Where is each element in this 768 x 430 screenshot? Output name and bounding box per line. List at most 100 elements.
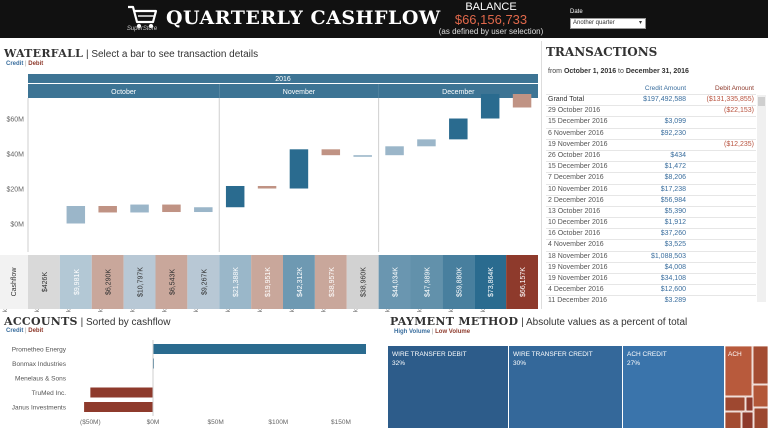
treemap-tile[interactable] — [623, 346, 724, 428]
table-row[interactable]: 7 December 2016 $8,206 — [546, 172, 756, 183]
treemap-small-tile[interactable] — [724, 345, 753, 397]
x-tick-label: $100M — [268, 419, 288, 426]
account-bar[interactable] — [90, 387, 153, 398]
cashflow-cell[interactable] — [28, 255, 60, 309]
scrollbar-thumb[interactable] — [758, 97, 765, 106]
table-row[interactable]: 15 December 2016 $1,472 — [546, 161, 756, 172]
waterfall-bar[interactable] — [130, 204, 149, 213]
table-row[interactable]: 26 October 2016 $434 — [546, 149, 756, 161]
treemap-small-tile[interactable] — [745, 396, 754, 412]
waterfall-bar[interactable] — [162, 204, 181, 213]
row-credit: $4,008 — [664, 263, 686, 271]
waterfall-bar[interactable] — [321, 149, 341, 156]
cashflow-cell[interactable] — [410, 255, 443, 309]
waterfall-chart[interactable]: 2016 October November December $60M $40M $20M $… — [0, 72, 540, 312]
cashflow-cell[interactable] — [187, 255, 220, 309]
table-row[interactable]: 2 December 2016 $56,984 — [546, 194, 756, 206]
table-row[interactable]: 10 November 2016 $17,238 — [546, 183, 756, 195]
table-row[interactable]: 15 December 2016 $3,099 — [546, 116, 756, 127]
cashflow-cell[interactable] — [59, 255, 92, 309]
waterfall-bar[interactable] — [98, 205, 117, 213]
table-row[interactable]: 13 October 2016 $5,390 — [546, 205, 756, 217]
col-debit-amount[interactable]: Debit Amount — [714, 85, 754, 92]
treemap-tile[interactable] — [388, 346, 508, 428]
waterfall-bar[interactable] — [417, 139, 436, 147]
table-row[interactable]: 19 November 2016 $4,008 — [546, 261, 756, 273]
legend-debit[interactable]: Debit — [28, 328, 44, 334]
waterfall-bar[interactable] — [449, 118, 468, 140]
cashflow-cell[interactable] — [346, 255, 379, 309]
cashflow-cell[interactable] — [155, 255, 188, 309]
table-row[interactable]: 19 November 2016 ($12,235) — [546, 138, 756, 150]
account-name[interactable]: Janus Investments — [12, 405, 67, 412]
legend-low-volume[interactable]: Low Volume — [435, 329, 471, 335]
waterfall-bar[interactable] — [289, 149, 309, 189]
treemap-small-tile[interactable] — [752, 384, 768, 408]
payment-subtitle: | Absolute values as a percent of total — [521, 317, 688, 328]
payment-treemap[interactable]: WIRE TRANSFER DEBIT 32% WIRE TRANSFER CRED… — [388, 344, 768, 428]
range-from-date: October 1, 2016 — [563, 68, 617, 75]
tile-percent: 27% — [627, 360, 640, 367]
treemap-small-tile[interactable] — [724, 411, 742, 428]
waterfall-bar[interactable] — [512, 93, 532, 108]
table-row[interactable]: 19 November 2016 $34,108 — [546, 273, 756, 284]
transactions-table-body[interactable]: Grand Total $197,492,588 ($131,335,855) 29 … — [546, 94, 756, 302]
table-row[interactable]: 4 December 2016 $12,600 — [546, 284, 756, 295]
cashflow-cell[interactable] — [506, 255, 538, 309]
treemap-small-tile[interactable] — [753, 407, 768, 428]
account-name[interactable]: Bonmax Industries — [12, 361, 67, 368]
legend-high-volume[interactable]: High Volume — [394, 329, 431, 335]
account-name[interactable]: TruMed Inc. — [32, 390, 67, 397]
table-row[interactable]: 16 October 2016 $37,260 — [546, 228, 756, 239]
date-filter-select[interactable]: Another quarter ▾ — [570, 18, 646, 29]
table-row[interactable]: 11 December 2016 $3,289 — [546, 295, 756, 302]
waterfall-bar[interactable] — [194, 207, 213, 213]
cashflow-cell[interactable] — [474, 255, 507, 309]
account-bar[interactable] — [84, 402, 153, 412]
row-credit: $1,912 — [664, 219, 686, 227]
cashflow-cell[interactable] — [123, 255, 156, 309]
waterfall-bar[interactable] — [257, 185, 277, 189]
transactions-scrollbar[interactable] — [757, 95, 766, 302]
accounts-chart[interactable]: Prometheo Energy Bonmax Industries Menelau… — [0, 336, 385, 430]
row-credit: $5,390 — [664, 207, 686, 215]
account-name[interactable]: Menelaus & Sons — [15, 376, 67, 383]
cashflow-value-label: $73,864K — [488, 267, 495, 297]
treemap-small-tile[interactable] — [741, 411, 754, 428]
col-credit-amount[interactable]: Credit Amount — [644, 85, 686, 92]
balance-value: $66,156,733 — [454, 12, 528, 27]
waterfall-bar[interactable] — [66, 205, 86, 224]
cashflow-cell[interactable] — [314, 255, 347, 309]
grand-total-row[interactable]: Grand Total $197,492,588 ($131,335,855) — [546, 94, 756, 105]
waterfall-bar[interactable] — [385, 146, 404, 156]
account-name[interactable]: Prometheo Energy — [12, 347, 67, 354]
treemap-small-tile[interactable] — [752, 345, 768, 385]
cashflow-cell[interactable] — [283, 255, 315, 309]
cashflow-cell[interactable] — [442, 255, 475, 309]
legend-credit[interactable]: Credit — [6, 61, 24, 67]
legend-credit[interactable]: Credit — [6, 328, 24, 334]
table-row[interactable]: 18 November 2016 $1,088,503 — [546, 250, 756, 262]
row-date: 10 November 2016 — [548, 185, 608, 193]
waterfall-bar[interactable] — [353, 155, 372, 157]
waterfall-bar[interactable] — [225, 185, 245, 208]
row-date: 13 October 2016 — [548, 207, 601, 215]
table-row[interactable]: 29 October 2016 ($22,153) — [546, 105, 756, 116]
account-bar[interactable] — [153, 344, 366, 354]
accounts-legend: Credit | Debit — [6, 328, 43, 334]
tile-percent: 30% — [513, 360, 526, 367]
legend-debit[interactable]: Debit — [28, 61, 44, 67]
cashflow-cell[interactable] — [219, 255, 252, 309]
cashflow-cell[interactable] — [91, 255, 124, 309]
treemap-small-tile[interactable] — [724, 396, 746, 412]
cashflow-cell[interactable] — [251, 255, 283, 309]
range-to-label: to — [618, 68, 624, 75]
table-row[interactable]: 6 November 2016 $92,230 — [546, 127, 756, 139]
cashflow-cell[interactable] — [378, 255, 411, 309]
waterfall-bar[interactable] — [480, 93, 500, 119]
table-row[interactable]: 4 November 2016 $3,525 — [546, 239, 756, 250]
payment-legend: High Volume | Low Volume — [394, 329, 470, 335]
treemap-tile[interactable] — [509, 346, 622, 428]
table-row[interactable]: 10 December 2016 $1,912 — [546, 217, 756, 228]
month-label: October — [111, 89, 137, 96]
